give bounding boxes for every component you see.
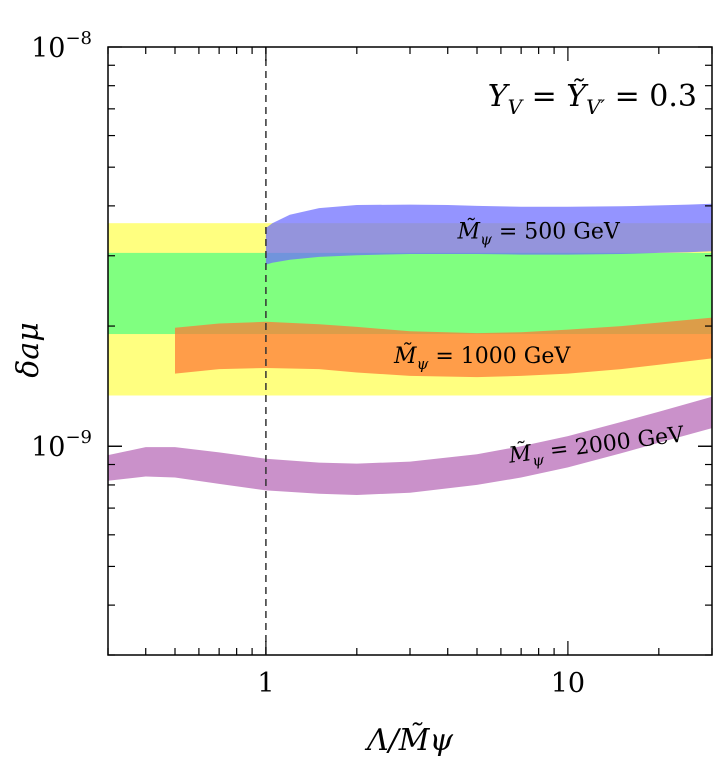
- annotation-rhs-sub: V′: [586, 95, 605, 119]
- series-label-m1000: M̃ψ = 1000 GeV: [393, 343, 571, 373]
- annotation-rhs: Ỹ: [566, 78, 589, 114]
- coupling-annotation: YV = ỸV′ = 0.3: [488, 78, 697, 119]
- y-axis-label: δaμ: [11, 322, 46, 377]
- x-axis-label: Λ/M̃ψ: [364, 723, 453, 758]
- y-tick-base: 10: [31, 33, 65, 64]
- annotation-eq: =: [522, 79, 566, 114]
- y-tick-base: 10: [31, 432, 65, 463]
- band-m500: [265, 203, 712, 265]
- y-tick-exp: −9: [65, 427, 92, 448]
- annotation-tail: = 0.3: [605, 79, 697, 114]
- annotation-lhs: Y: [488, 79, 511, 114]
- theory-bands: [108, 203, 712, 495]
- band-m1000: [175, 317, 712, 378]
- axis-ticks: [107, 46, 713, 656]
- band-m2000: [108, 396, 712, 495]
- x-tick-label: 10: [551, 668, 585, 699]
- band-1sigma: [108, 252, 712, 335]
- y-tick-label: 10−8: [31, 28, 92, 64]
- x-tick-label: 1: [257, 668, 274, 699]
- annotation-lhs-sub: V: [508, 95, 525, 119]
- series-label-m500: M̃ψ = 500 GeV: [457, 219, 621, 249]
- y-tick-exp: −8: [65, 28, 92, 49]
- y-tick-label: 10−9: [31, 427, 92, 463]
